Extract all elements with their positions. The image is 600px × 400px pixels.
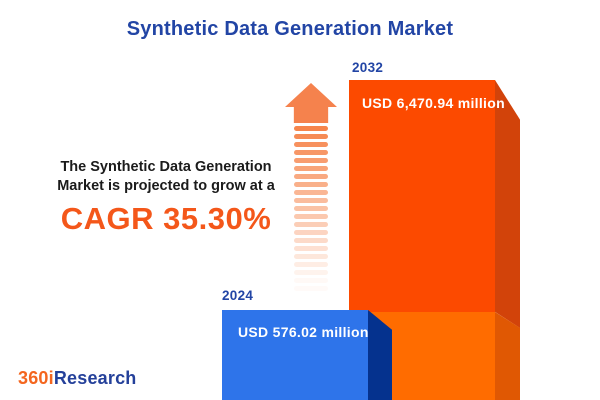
growth-note-line1: The Synthetic Data Generation bbox=[60, 159, 272, 175]
arrow-stripe bbox=[294, 190, 328, 195]
bar-2032-value-label: USD 6,470.94 million bbox=[362, 95, 505, 111]
bar-2032-year-label: 2032 bbox=[352, 60, 384, 75]
page-title: Synthetic Data Generation Market bbox=[126, 18, 454, 40]
arrow-stripe bbox=[294, 230, 328, 235]
bar-2032-side-lower bbox=[495, 312, 520, 400]
arrow-stripe bbox=[294, 246, 328, 251]
arrow-stripe bbox=[294, 286, 328, 291]
bar-2024-front bbox=[222, 310, 368, 400]
arrow-stripe bbox=[294, 134, 328, 139]
bar-2024-year-label: 2024 bbox=[222, 288, 254, 303]
arrow-stripe bbox=[294, 262, 328, 267]
growth-note: The Synthetic Data Generation Market is … bbox=[32, 158, 300, 237]
arrow-stripe bbox=[294, 142, 328, 147]
arrow-stripe bbox=[294, 198, 328, 203]
arrow-stripe bbox=[294, 174, 328, 179]
arrow-stripe bbox=[294, 270, 328, 275]
arrow-stripe bbox=[294, 150, 328, 155]
arrow-stripe bbox=[294, 166, 328, 171]
bar-2024-value-label: USD 576.02 million bbox=[238, 324, 369, 340]
arrow-stripe bbox=[294, 214, 328, 219]
arrow-stripe bbox=[294, 206, 328, 211]
brand-logo-prefix: 360i bbox=[18, 368, 54, 388]
arrow-stripe bbox=[294, 222, 328, 227]
brand-logo-suffix: Research bbox=[53, 368, 137, 388]
arrow-stripe bbox=[294, 158, 328, 163]
bar-2032-side-upper bbox=[495, 80, 520, 328]
arrow-head-icon bbox=[285, 83, 337, 123]
arrow-stripes bbox=[294, 126, 328, 298]
arrow-stripe bbox=[294, 182, 328, 187]
arrow-stripe bbox=[294, 238, 328, 243]
arrow-stripe bbox=[294, 126, 328, 131]
cagr-value: CAGR 35.30% bbox=[60, 201, 272, 236]
growth-note-line2: Market is projected to grow at a bbox=[57, 178, 275, 194]
arrow-stripe bbox=[294, 254, 328, 259]
arrow-stripe bbox=[294, 278, 328, 283]
brand-logo: 360iResearch bbox=[18, 368, 137, 389]
bar-2032-front-upper bbox=[349, 80, 495, 312]
